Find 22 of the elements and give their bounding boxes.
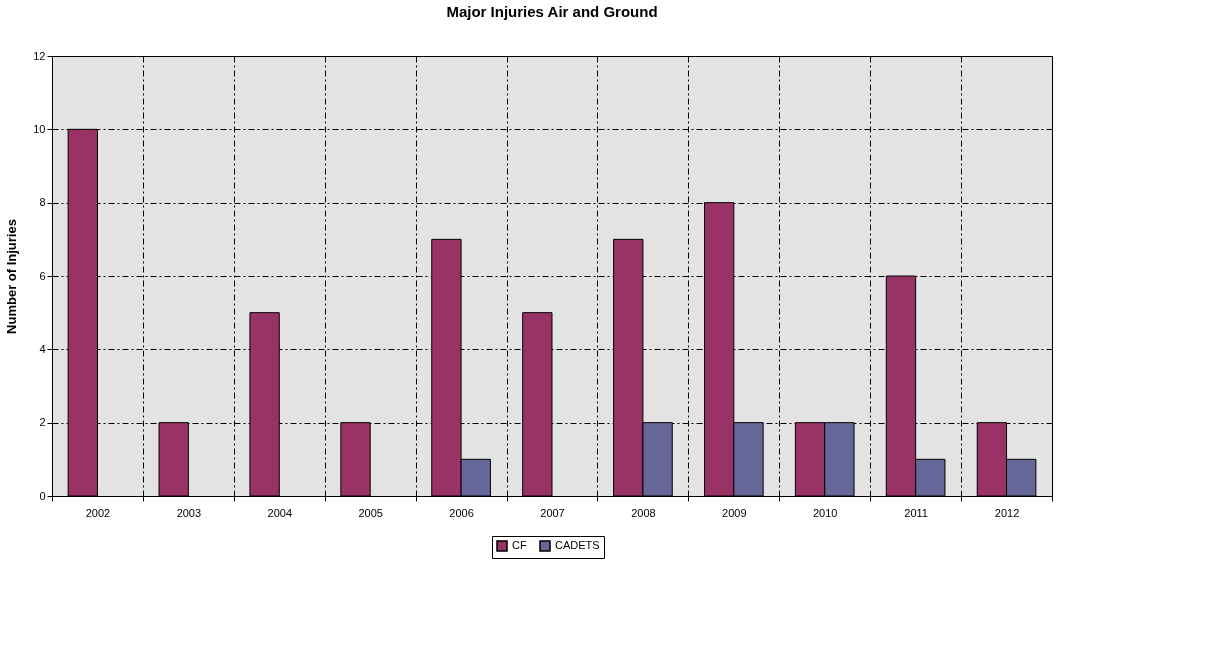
x-tick-label: 2006 [449, 506, 474, 519]
x-tick-label: 2012 [994, 506, 1020, 519]
x-tick-label: 2010 [812, 506, 838, 519]
x-tick-label: 2005 [358, 506, 383, 519]
x-tick-label: 2011 [904, 506, 928, 519]
x-tick-label: 2003 [176, 506, 202, 519]
legend-label: CADETS [555, 539, 600, 551]
y-tick-label: 10 [33, 122, 46, 135]
y-tick-label: 12 [33, 49, 46, 62]
y-tick-label: 8 [39, 196, 46, 209]
chart-title: Major Injuries Air and Ground [446, 3, 658, 20]
x-tick-label: 2008 [631, 506, 656, 519]
x-tick-label: 2007 [540, 506, 565, 519]
y-axis-title: Number of Injuries [4, 219, 20, 334]
y-tick-label: 4 [39, 342, 46, 355]
x-tick-label: 2009 [722, 506, 747, 519]
y-tick-label: 0 [39, 489, 46, 502]
y-tick-label: 6 [39, 269, 46, 282]
x-tick-label: 2004 [267, 506, 293, 519]
legend-label: CF [512, 539, 527, 551]
y-tick-label: 2 [39, 416, 46, 429]
x-tick-label: 2002 [85, 506, 111, 519]
